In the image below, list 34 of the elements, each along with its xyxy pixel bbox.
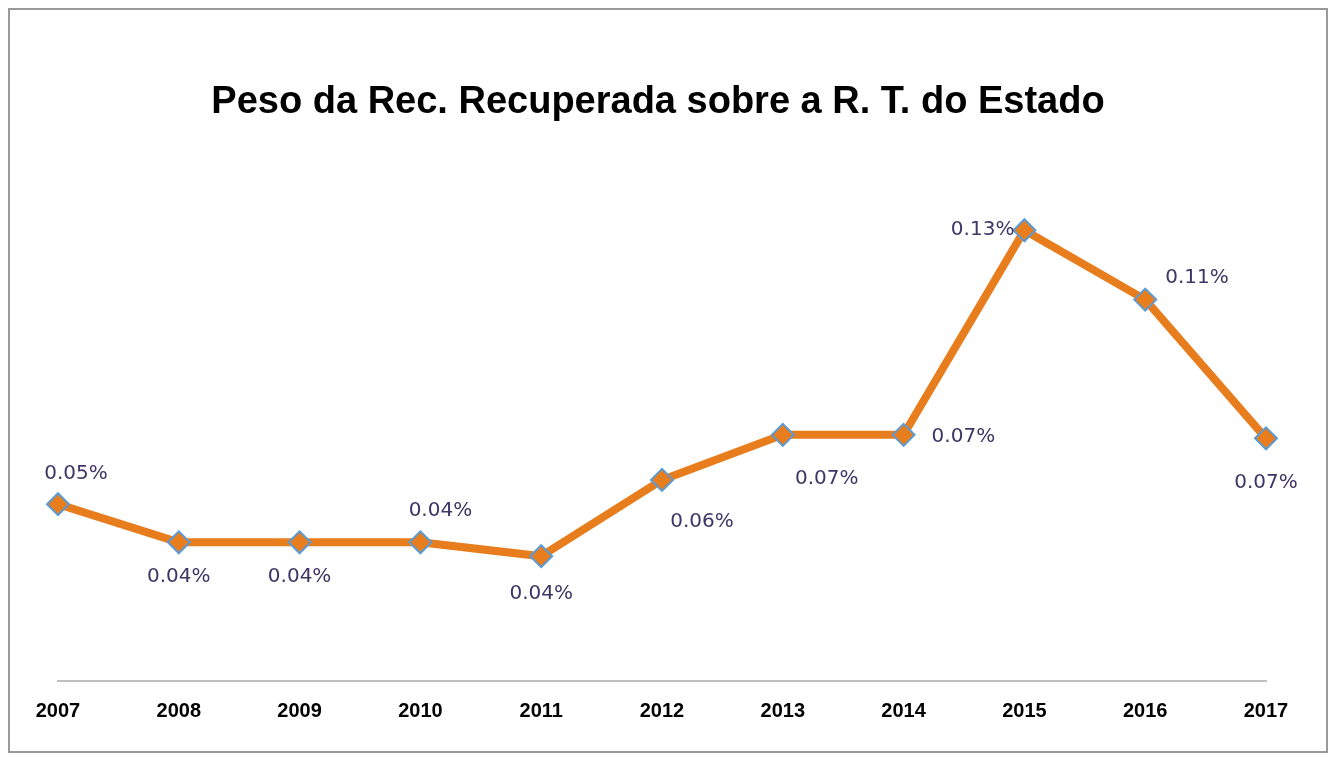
- x-tick-label: 2017: [1243, 698, 1289, 721]
- x-tick-label: 2015: [1002, 698, 1047, 721]
- x-tick-label: 2007: [35, 698, 81, 721]
- data-label: 0.05%: [44, 460, 108, 485]
- point: [287, 530, 312, 555]
- chart-title: Peso da Rec. Recuperada sobre a R. T. do Estado: [211, 79, 1105, 122]
- data-label: 0.13%: [950, 216, 1015, 241]
- point: [650, 467, 674, 492]
- data-label: 0.06%: [670, 508, 734, 533]
- point: [1254, 426, 1278, 451]
- x-tick-label: 2010: [398, 698, 443, 721]
- x-tick-label: 2008: [156, 698, 202, 721]
- x-tick-label: 2009: [277, 698, 322, 721]
- x-tick-label: 2011: [519, 698, 563, 721]
- data-label: 0.11%: [1165, 263, 1229, 288]
- data-label: 0.07%: [795, 465, 859, 490]
- x-tick-label: 2016: [1122, 698, 1168, 721]
- point: [166, 530, 191, 555]
- point: [1012, 218, 1037, 243]
- x-tick-label: 2012: [639, 698, 685, 721]
- data-label: 0.07%: [1234, 468, 1298, 493]
- point: [1133, 287, 1158, 312]
- data-label: 0.07%: [931, 423, 996, 448]
- point: [46, 492, 70, 517]
- point: [529, 544, 554, 569]
- data-label: 0.04%: [408, 496, 473, 521]
- point: [891, 422, 916, 447]
- x-tick-label: 2014: [881, 698, 927, 721]
- point: [408, 530, 433, 555]
- data-label: 0.04%: [147, 562, 211, 587]
- data-label: 0.04%: [509, 580, 573, 605]
- x-tick-label: 2013: [760, 698, 806, 721]
- data-label: 0.04%: [267, 562, 332, 587]
- point: [770, 422, 795, 447]
